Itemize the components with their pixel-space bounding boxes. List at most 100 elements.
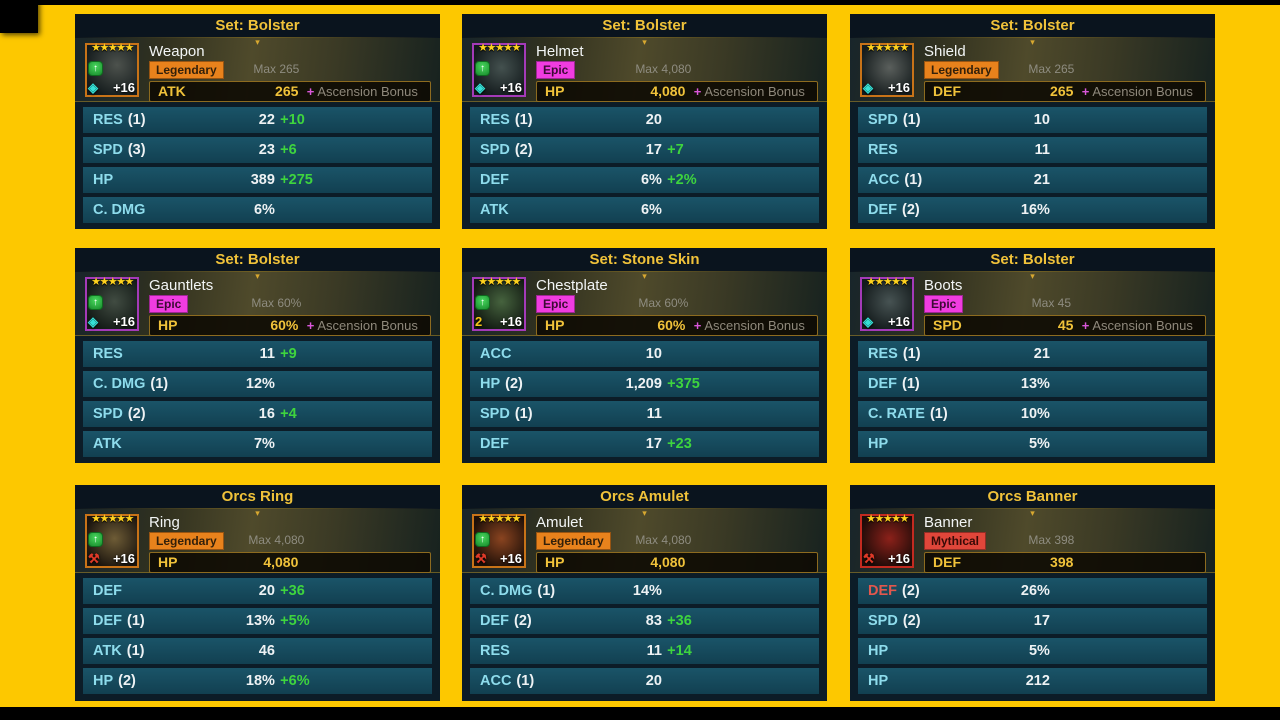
card-header: Orcs Ring ▾	[75, 485, 440, 518]
substat-label: C. DMG (1)	[480, 578, 555, 604]
substat-row: C. DMG (1) 12%	[83, 371, 432, 397]
substat-name: ATK	[93, 436, 122, 452]
substat-name: DEF	[868, 202, 897, 218]
item-info-panel: ★★★★★ ↑ ⚒ +16 Banner Mythical Max 398 DE…	[850, 509, 1215, 573]
substat-value: 16%	[1020, 202, 1050, 218]
item-info-panel: ★★★★★ ↑ ⚒ +16 Ring Legendary Max 4,080 H…	[75, 509, 440, 573]
substat-value: 10%	[1020, 406, 1050, 422]
substat-value: 10	[1033, 112, 1050, 128]
substat-row: DEF (2) 16%	[858, 197, 1207, 223]
ascended-icon: ↑	[475, 532, 490, 547]
ascension-bonus-label	[694, 553, 697, 572]
substat-name: HP	[93, 172, 114, 188]
item-thumbnail[interactable]: ★★★★★ ↑ ⚒ +16	[85, 513, 139, 568]
ascension-plus-icon: +	[693, 318, 702, 333]
main-stat-value: 398	[1050, 554, 1074, 570]
substat-name: ACC	[480, 673, 512, 689]
item-thumbnail[interactable]: ★★★★★ ↑ ◈ +16	[85, 276, 139, 331]
ascension-bonus-text: Ascension Bonus	[1092, 318, 1193, 333]
substat-value: 10	[645, 346, 662, 362]
set-title: Orcs Amulet	[600, 488, 689, 505]
substat-roll-count: (1)	[150, 376, 169, 392]
set-title: Set: Bolster	[215, 251, 300, 268]
substat-name: ACC	[480, 346, 512, 362]
substat-label: ATK	[480, 197, 514, 223]
set-title: Set: Bolster	[990, 17, 1075, 34]
substat-label: SPD (2)	[868, 608, 921, 634]
item-thumbnail[interactable]: ★★★★★ ↑ ⚒ +16	[860, 513, 914, 568]
substat-value: 212	[1025, 673, 1050, 689]
substat-label: SPD (3)	[93, 137, 146, 163]
main-stat-value: 60%	[657, 317, 686, 333]
max-value-label: Max 60%	[638, 296, 689, 310]
main-stat-bar: DEF 265 + Ascension Bonus	[924, 81, 1206, 102]
substat-value: 13%	[245, 613, 275, 629]
substat-label: C. DMG (1)	[93, 371, 168, 397]
main-stat-bar: ATK 265 + Ascension Bonus	[149, 81, 431, 102]
substat-roll-count: (1)	[902, 346, 921, 362]
substat-row: HP 389 +275	[83, 167, 432, 193]
item-thumbnail[interactable]: ★★★★★ ↑ ◈ +16	[85, 42, 139, 97]
substat-value: 18%	[245, 673, 275, 689]
rarity-badge: Legendary	[536, 532, 611, 550]
substat-list: C. DMG (1) 14% DEF (2) 83 +36 RES 11 +14 A…	[470, 578, 819, 694]
substat-name: DEF	[93, 613, 122, 629]
substat-row: ACC 10	[470, 341, 819, 367]
substat-roll-count: (1)	[516, 673, 535, 689]
substat-roll-count: (2)	[514, 613, 532, 629]
substat-row: RES 11 +14	[470, 638, 819, 664]
substat-name: SPD	[480, 406, 510, 422]
main-stat-bar: HP 4,080	[149, 552, 431, 573]
max-value-label: Max 4,080	[248, 533, 305, 547]
substat-name: RES	[868, 346, 898, 362]
item-thumbnail[interactable]: ★★★★★ ↑ ◈ +16	[860, 42, 914, 97]
substat-roll-count: (1)	[904, 172, 923, 188]
main-stat-value: 265	[275, 83, 299, 99]
rarity-badge: Epic	[536, 61, 576, 79]
set-title: Set: Stone Skin	[589, 251, 700, 268]
letterbox-bar-top	[0, 0, 1280, 5]
main-stat-label: ATK	[158, 83, 186, 99]
item-art	[862, 516, 912, 566]
max-value-label: Max 4,080	[635, 62, 692, 76]
item-thumbnail[interactable]: ★★★★★ ↑ ◈ +16	[472, 42, 526, 97]
chevron-down-icon: ▾	[642, 508, 647, 518]
rarity-badge: Epic	[536, 295, 576, 313]
substat-bonus: +23	[667, 436, 692, 452]
upgrade-level: +16	[887, 551, 910, 566]
chevron-down-icon: ▾	[255, 37, 260, 47]
substat-label: ATK	[93, 431, 127, 457]
substat-value: 17	[645, 436, 662, 452]
item-details: Gauntlets Epic Max 60% HP 60% + Ascension…	[149, 276, 432, 336]
substat-label: RES	[868, 137, 903, 163]
arcane-gem-icon: ◈	[88, 80, 98, 95]
substat-value: 6%	[640, 172, 662, 188]
card-header: Orcs Banner ▾	[850, 485, 1215, 518]
item-thumbnail[interactable]: ★★★★★ ↑ 2 +16	[472, 276, 526, 331]
orcs-faction-icon: ⚒	[88, 551, 100, 566]
item-art	[862, 45, 912, 95]
substat-value: 26%	[1020, 583, 1050, 599]
item-details: Amulet Legendary Max 4,080 HP 4,080	[536, 513, 819, 573]
substat-name: DEF	[480, 436, 509, 452]
main-stat-bar: DEF 398	[924, 552, 1206, 573]
substat-roll-count: (3)	[127, 142, 146, 158]
ascension-plus-icon: +	[306, 84, 315, 99]
substat-name: SPD	[868, 613, 898, 629]
card-header: Set: Bolster ▾	[75, 248, 440, 281]
substat-row: DEF 17 +23	[470, 431, 819, 457]
substat-label: DEF	[480, 167, 514, 193]
chevron-down-icon: ▾	[642, 271, 647, 281]
item-thumbnail[interactable]: ★★★★★ ↑ ⚒ +16	[472, 513, 526, 568]
substat-row: HP (2) 18% +6%	[83, 668, 432, 694]
item-thumbnail[interactable]: ★★★★★ ↑ ◈ +16	[860, 276, 914, 331]
substat-bonus: +7	[667, 142, 684, 158]
substat-list: DEF (2) 26% SPD (2) 17 HP 5% HP 212	[858, 578, 1207, 694]
main-stat-label: HP	[545, 317, 565, 333]
artifact-card: Set: Stone Skin ▾ ★★★★★ ↑ 2 +16 Chestpla…	[462, 248, 827, 463]
substat-label: HP	[868, 638, 893, 664]
main-stat-bar: HP 4,080 + Ascension Bonus	[536, 81, 818, 102]
substat-value: 12%	[245, 376, 275, 392]
substat-name: DEF	[480, 172, 509, 188]
substat-row: C. DMG 6%	[83, 197, 432, 223]
